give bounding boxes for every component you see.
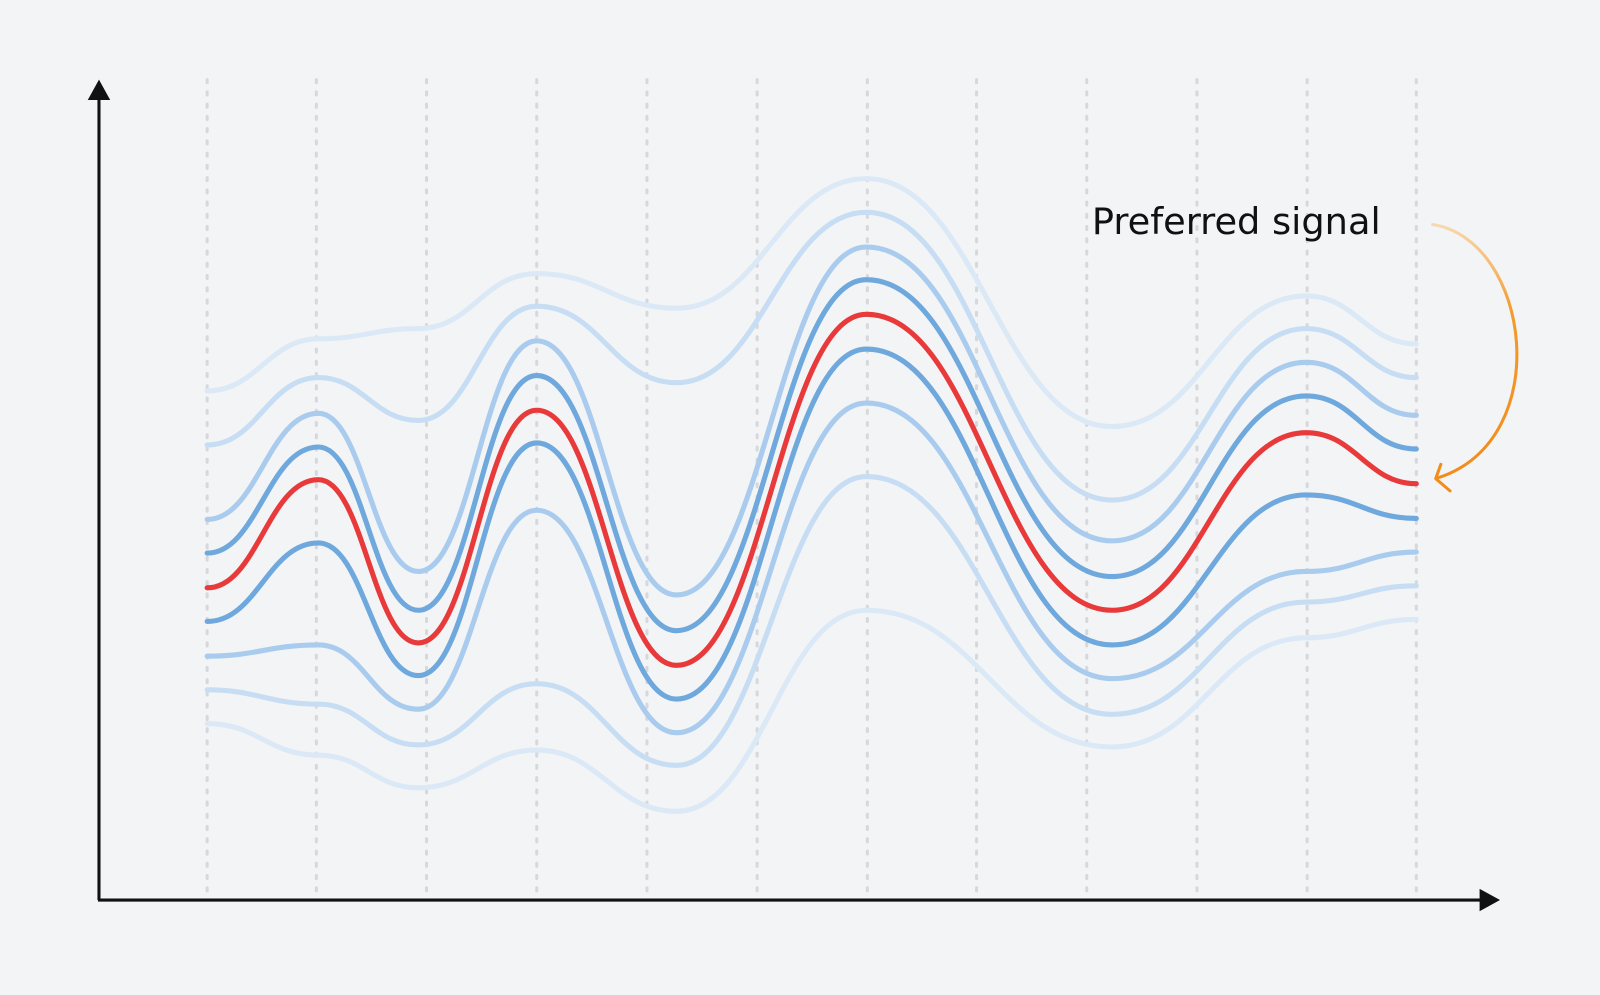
signal xyxy=(204,346,1419,702)
y-axis-arrow xyxy=(87,79,111,101)
x-axis-arrow xyxy=(1479,888,1500,912)
signal xyxy=(204,607,1419,814)
signal xyxy=(204,209,1419,503)
signal xyxy=(204,176,1419,430)
preferred-signal xyxy=(204,311,1419,668)
grid xyxy=(205,78,1418,898)
annotation: Preferred signal xyxy=(1092,200,1381,243)
annotation-arrow xyxy=(1431,223,1519,480)
signal xyxy=(204,244,1419,598)
signal xyxy=(204,277,1419,634)
signal xyxy=(204,474,1419,768)
waves xyxy=(204,176,1419,814)
signal xyxy=(204,400,1419,736)
annotation-arrow-head xyxy=(1434,462,1452,493)
